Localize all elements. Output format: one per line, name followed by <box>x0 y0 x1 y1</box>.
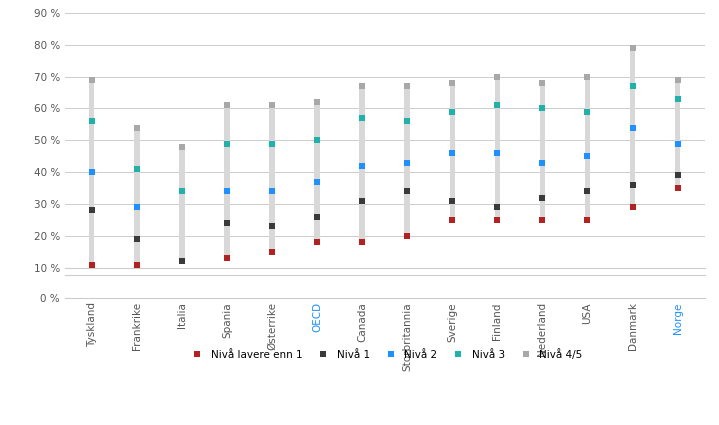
Legend: Nivå lavere enn 1, Nivå 1, Nivå 2, Nivå 3, Nivå 4/5: Nivå lavere enn 1, Nivå 1, Nivå 2, Nivå … <box>183 345 587 364</box>
Bar <box>630 48 635 207</box>
Bar <box>179 147 185 261</box>
Bar <box>495 76 500 220</box>
Bar <box>314 102 320 242</box>
Bar <box>675 80 680 188</box>
Bar <box>585 76 590 220</box>
Bar <box>540 83 545 220</box>
Bar <box>224 105 229 258</box>
Bar <box>89 80 94 265</box>
Bar <box>270 105 275 252</box>
Bar <box>134 128 139 265</box>
Bar <box>360 86 365 242</box>
Bar <box>405 86 410 236</box>
Bar <box>449 83 455 220</box>
